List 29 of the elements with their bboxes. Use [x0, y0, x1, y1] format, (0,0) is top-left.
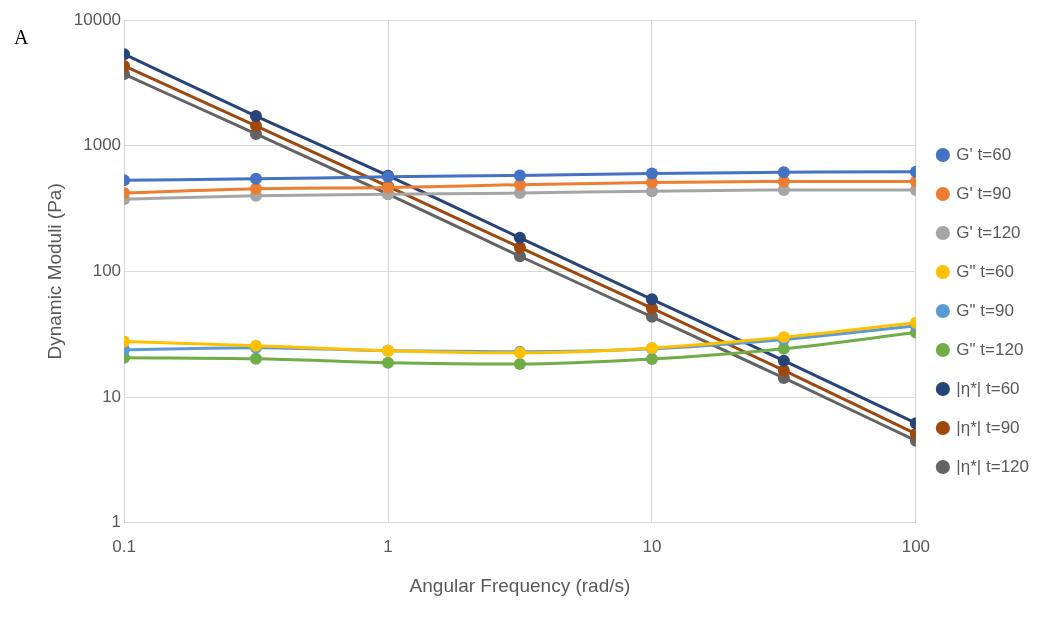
point	[645, 167, 658, 180]
legend-label: G' t=90	[956, 183, 1012, 203]
point	[513, 169, 526, 182]
legend-label: |η*| t=120	[956, 456, 1029, 476]
legend-label: G' t=120	[956, 222, 1021, 242]
x-axis-title: Angular Frequency (rad/s)	[409, 574, 631, 596]
legend-label: G" t=60	[956, 261, 1014, 281]
x-tick-label: 1	[383, 536, 393, 556]
point	[513, 231, 526, 244]
y-tick-label: 10	[102, 386, 122, 406]
x-tick-label: 10	[642, 536, 662, 556]
y-tick-label: 1000	[83, 135, 122, 155]
y-tick-label: 100	[92, 261, 122, 281]
x-tick-label: 0.1	[112, 536, 136, 556]
y-tick-label: 1	[111, 512, 122, 532]
legend-label: G" t=120	[956, 339, 1024, 359]
y-tick-label: 10000	[73, 9, 122, 29]
legend-label: G' t=60	[956, 144, 1012, 164]
legend-label: |η*| t=90	[956, 417, 1020, 437]
legend-label: |η*| t=60	[956, 378, 1020, 398]
text: A	[14, 26, 29, 49]
point	[513, 358, 526, 371]
point	[382, 356, 394, 369]
legend-label: G" t=90	[956, 300, 1014, 320]
point	[777, 354, 790, 367]
point	[777, 166, 790, 179]
y-axis-title: Dynamic Moduli (Pa)	[43, 183, 65, 360]
x-tick-label: 100	[901, 536, 931, 556]
point	[645, 293, 658, 306]
